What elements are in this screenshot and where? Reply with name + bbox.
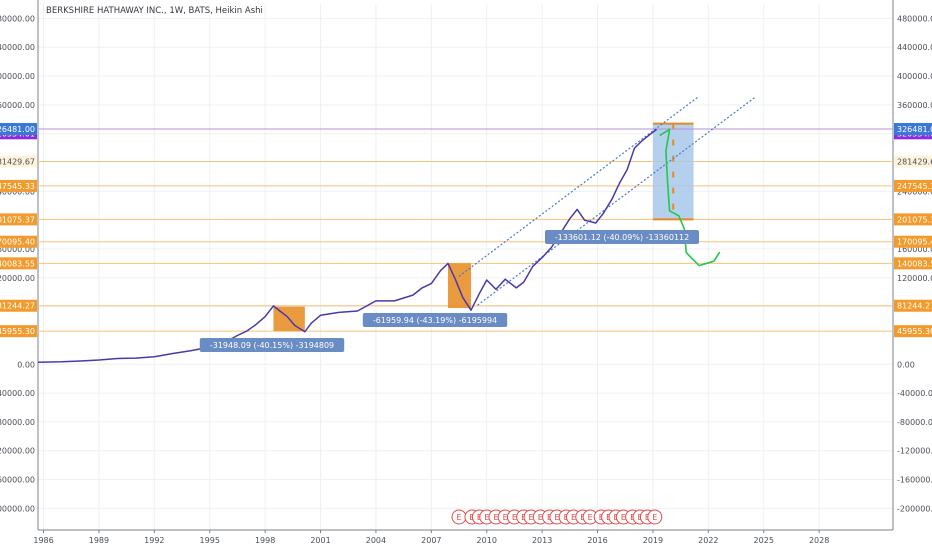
earnings-marker-label: E bbox=[554, 513, 559, 522]
projection-box bbox=[652, 123, 694, 220]
earnings-marker-label: E bbox=[503, 513, 508, 522]
projection-label: -133601.12 (-40.09%) -13360112 bbox=[555, 233, 689, 242]
x-tick-label: 1998 bbox=[255, 536, 275, 545]
y-tick-label-left: 160000.00 bbox=[0, 245, 35, 254]
current-price-tag-right-bg bbox=[894, 123, 932, 136]
level-tag-left-bg bbox=[0, 235, 37, 248]
y-tick-label-right: 440000.00 bbox=[897, 43, 932, 52]
drawdown-label: -61959.94 (-43.19%) -6195994 bbox=[373, 316, 497, 325]
chart-title: BERKSHIRE HATHAWAY INC., 1W, BATS, Heiki… bbox=[46, 6, 263, 16]
current-price-tag-left: 326481.00 bbox=[0, 125, 35, 134]
y-tick-label-left: -40000.00 bbox=[0, 389, 35, 398]
level-tag-right: 247545.33 bbox=[897, 182, 932, 191]
level-tag-left-bg bbox=[0, 213, 37, 226]
earnings-marker-label: E bbox=[484, 513, 489, 522]
earnings-marker-label: E bbox=[621, 513, 626, 522]
level-tag-right: 45955.30 bbox=[897, 327, 932, 336]
level-tag-right-bg bbox=[894, 325, 932, 338]
earnings-marker-label: E bbox=[571, 513, 576, 522]
earnings-marker-label: E bbox=[493, 513, 498, 522]
level-tag-left: 81244.27 bbox=[0, 302, 35, 311]
level-tag-right: 81244.27 bbox=[897, 302, 932, 311]
y-tick-label-right: -120000.00 bbox=[897, 447, 932, 456]
y-tick-label-left: -120000.00 bbox=[0, 447, 35, 456]
y-tick-label-right: 120000.00 bbox=[897, 274, 932, 283]
hand-drawn-path bbox=[659, 128, 721, 267]
x-tick-label: 2022 bbox=[698, 536, 718, 545]
x-tick-label: 2007 bbox=[421, 536, 441, 545]
level-tag-right-bg bbox=[894, 213, 932, 226]
level-tag-left: 201075.37 bbox=[0, 215, 35, 224]
x-tick-label: 2004 bbox=[366, 536, 386, 545]
y-tick-label-left: -160000.00 bbox=[0, 476, 35, 485]
earnings-marker-label: E bbox=[652, 513, 657, 522]
y-tick-label-right: -80000.00 bbox=[897, 418, 932, 427]
y-tick-label-left: 440000.00 bbox=[0, 43, 35, 52]
x-tick-label: 1989 bbox=[89, 536, 109, 545]
x-tick-label: 1986 bbox=[33, 536, 53, 545]
y-tick-label-right: -200000.00 bbox=[897, 504, 932, 513]
level-tag-left: 281429.67 bbox=[0, 157, 35, 166]
current-price-tag-left-bg bbox=[0, 123, 37, 136]
level-tag-right-bg bbox=[894, 235, 932, 248]
level-tag-left-bg bbox=[0, 257, 37, 270]
earnings-marker-label: E bbox=[512, 513, 517, 522]
current-price-tag-right: 326481.00 bbox=[897, 125, 932, 134]
projection-label-bg bbox=[545, 230, 699, 244]
y-tick-label-right: 480000.00 bbox=[897, 14, 932, 23]
x-tick-label: 2025 bbox=[754, 536, 774, 545]
y-tick-label-right: -160000.00 bbox=[897, 476, 932, 485]
x-tick-label: 2016 bbox=[587, 536, 607, 545]
level-tag-right-bg bbox=[894, 155, 932, 168]
drawdown-label-bg bbox=[362, 313, 508, 327]
level-tag-left-bg bbox=[0, 299, 37, 312]
level-tag-right: 170095.40 bbox=[897, 238, 932, 247]
earnings-marker-label: E bbox=[457, 513, 462, 522]
y-tick-label-left: 0.00 bbox=[17, 360, 35, 369]
level-tag-right: 281429.67 bbox=[897, 157, 932, 166]
level-tag-left-bg bbox=[0, 179, 37, 192]
x-tick-label: 2028 bbox=[809, 536, 829, 545]
x-tick-label: 2010 bbox=[477, 536, 497, 545]
earnings-marker-label: E bbox=[529, 513, 534, 522]
x-tick-label: 2013 bbox=[532, 536, 552, 545]
level-tag-left-bg bbox=[0, 325, 37, 338]
y-tick-label-left: 360000.00 bbox=[0, 101, 35, 110]
y-tick-label-right: 160000.00 bbox=[897, 245, 932, 254]
drawdown-label: -31948.09 (-40.15%) -3194809 bbox=[210, 341, 334, 350]
level-tag-left: 45955.30 bbox=[0, 327, 35, 336]
level-tag-left: 247545.33 bbox=[0, 182, 35, 191]
level-tag-left-bg bbox=[0, 155, 37, 168]
drawdown-label-bg bbox=[199, 338, 345, 352]
y-tick-label-left: 120000.00 bbox=[0, 274, 35, 283]
level-tag-right-bg bbox=[894, 257, 932, 270]
level-tag-right: 140083.55 bbox=[897, 259, 932, 268]
y-tick-label-left: 480000.00 bbox=[0, 14, 35, 23]
y-tick-label-left: -200000.00 bbox=[0, 504, 35, 513]
earnings-marker bbox=[647, 509, 663, 525]
level-tag-left: 170095.40 bbox=[0, 238, 35, 247]
level-tag-right: 201075.37 bbox=[897, 215, 932, 224]
x-tick-label: 2001 bbox=[310, 536, 330, 545]
level-tag-left: 140083.55 bbox=[0, 259, 35, 268]
earnings-marker-label: E bbox=[538, 513, 543, 522]
x-tick-label: 1992 bbox=[144, 536, 164, 545]
x-tick-label: 2019 bbox=[643, 536, 663, 545]
y-tick-label-left: -80000.00 bbox=[0, 418, 35, 427]
y-tick-label-right: 400000.00 bbox=[897, 72, 932, 81]
trend-line bbox=[477, 97, 755, 306]
y-tick-label-left: 400000.00 bbox=[0, 72, 35, 81]
x-tick-label: 1995 bbox=[200, 536, 220, 545]
y-tick-label-right: -40000.00 bbox=[897, 389, 932, 398]
y-tick-label-right: 0.00 bbox=[897, 360, 915, 369]
level-tag-right-bg bbox=[894, 179, 932, 192]
level-tag-right-bg bbox=[894, 299, 932, 312]
earnings-marker-label: E bbox=[588, 513, 593, 522]
y-tick-label-right: 360000.00 bbox=[897, 101, 932, 110]
